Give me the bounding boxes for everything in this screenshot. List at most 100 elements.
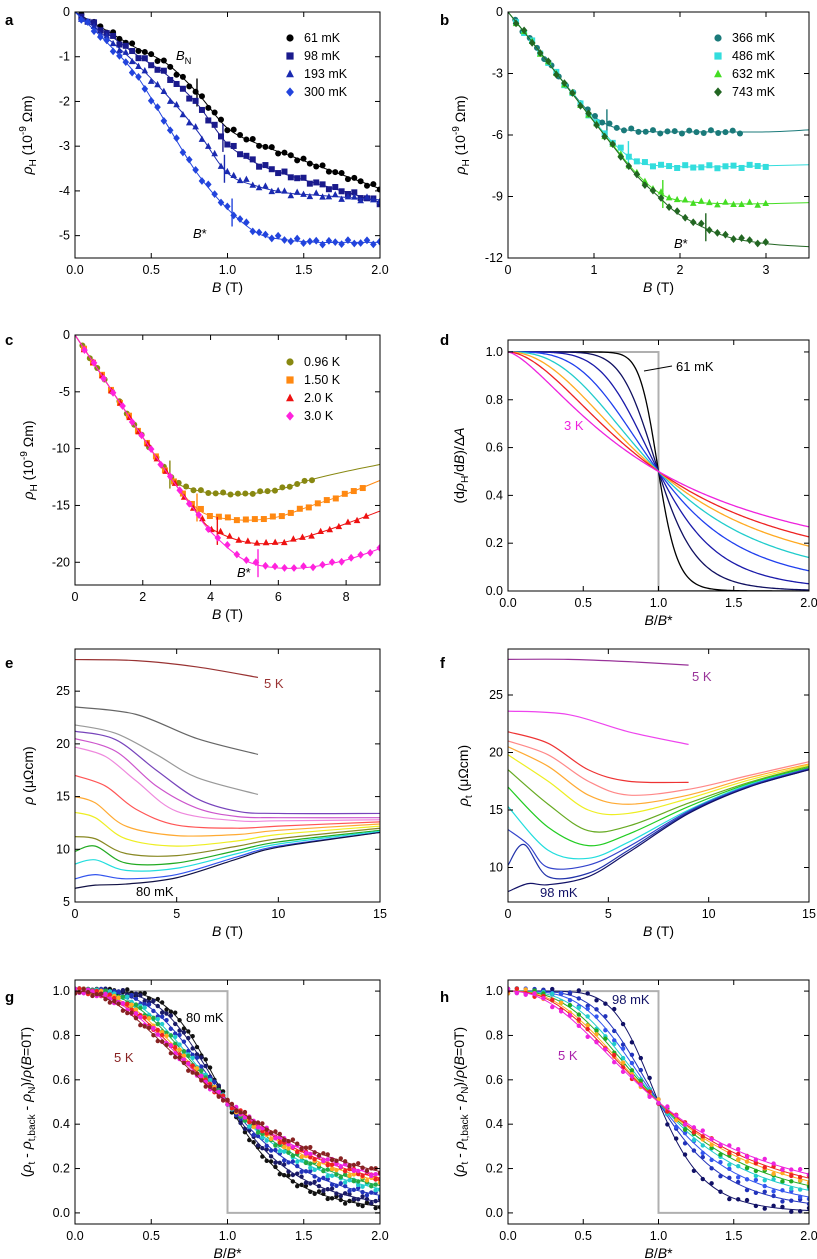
data-point — [306, 192, 314, 200]
data-point — [173, 1054, 178, 1060]
x-tick-label: 0.0 — [499, 596, 516, 610]
x-tick-label: 8 — [343, 590, 350, 604]
data-point — [146, 1016, 152, 1021]
x-tick-label: 10 — [702, 907, 716, 921]
data-point — [160, 87, 168, 94]
data-point — [357, 178, 364, 185]
data-point — [116, 41, 123, 48]
legend-marker — [286, 411, 294, 421]
data-point — [125, 987, 130, 992]
y-tick-label: 1.0 — [53, 984, 70, 998]
y-tick-label: -3 — [59, 139, 70, 153]
y-tick-label: 0.0 — [53, 1206, 70, 1220]
data-point — [338, 170, 345, 177]
data-point — [344, 236, 352, 245]
data-point — [229, 1101, 235, 1107]
data-point — [194, 1052, 200, 1057]
data-point — [532, 991, 537, 996]
y-tick-label: 0.4 — [486, 1117, 503, 1131]
data-point — [754, 201, 761, 208]
data-point — [116, 35, 123, 42]
y-axis-ticks: 0 -5 -10 -15 -20 — [52, 328, 380, 569]
data-point — [198, 106, 205, 113]
data-point — [242, 1109, 248, 1115]
data-point — [251, 1140, 256, 1145]
x-tick-label: 2.0 — [371, 263, 388, 277]
data-point — [186, 83, 193, 90]
data-point — [612, 1052, 617, 1058]
x-axis-label: B/B* — [644, 612, 673, 628]
panel-f: 0 5 10 15 10 15 20 25 f B (T) ρt (μΩcm) 5 K 98 mK — [440, 648, 816, 939]
curve-2.5-K — [508, 740, 809, 796]
data-point — [155, 1016, 160, 1022]
legend-label: 193 mK — [304, 67, 348, 81]
data-point — [373, 1187, 378, 1193]
data-point — [309, 563, 317, 572]
data-point — [256, 163, 263, 170]
data-point — [308, 1144, 313, 1150]
data-point — [797, 1167, 803, 1172]
data-point — [331, 238, 339, 247]
data-point — [722, 129, 729, 136]
data-point — [142, 1005, 147, 1010]
data-point — [514, 990, 520, 996]
data-point — [753, 1177, 759, 1183]
y-tick-label: -5 — [59, 229, 70, 243]
data-point — [243, 136, 250, 143]
data-point — [377, 1187, 380, 1192]
data-point — [316, 1153, 322, 1158]
curve-98-mK — [508, 769, 809, 893]
curve-3.5-K — [75, 724, 259, 796]
x-axis-label: B (T) — [643, 279, 674, 295]
data-point — [700, 1176, 705, 1182]
data-point — [690, 164, 697, 171]
data-point — [338, 557, 345, 566]
data-point — [217, 133, 224, 140]
data-point — [329, 1186, 335, 1191]
panel-letter: a — [5, 12, 14, 29]
data-point — [135, 47, 142, 54]
panel-g: 0.0 0.5 1.0 1.5 2.0 0.0 0.2 0.4 0.6 0.8 1.0 g B/B* (ρ… — [5, 979, 389, 1259]
data-point — [243, 218, 250, 227]
data-point — [203, 1063, 208, 1069]
data-point — [641, 159, 648, 166]
data-point — [362, 512, 370, 519]
y-tick-label: 0 — [63, 5, 70, 19]
data-point — [797, 1187, 803, 1192]
data-point — [287, 237, 295, 246]
y-tick-label: 0.8 — [53, 1028, 70, 1042]
data-point — [312, 1179, 317, 1185]
data-point — [612, 1041, 617, 1047]
data-point — [735, 1151, 741, 1157]
data-point — [91, 19, 98, 26]
data-point — [160, 57, 167, 64]
data-point — [216, 1089, 221, 1095]
data-point — [735, 1163, 741, 1169]
data-point — [789, 1198, 794, 1203]
data-point — [576, 996, 582, 1001]
data-point — [706, 198, 713, 206]
data-point — [806, 1180, 809, 1186]
data-point — [151, 1025, 156, 1031]
y-axis-label: (dρH/dB)/ΔA — [451, 427, 471, 503]
data-point — [286, 1160, 291, 1165]
curve-0.45-K — [508, 768, 809, 860]
data-point — [249, 490, 256, 497]
legend-marker — [286, 393, 294, 402]
data-point — [625, 162, 633, 171]
data-point — [190, 1070, 195, 1075]
data-point — [260, 1121, 265, 1126]
data-point — [122, 58, 130, 67]
data-point — [789, 1186, 794, 1191]
data-point — [325, 1196, 330, 1202]
data-point — [211, 121, 218, 128]
data-point — [334, 1191, 339, 1196]
y-axis-label: ρ (μΩcm) — [20, 746, 36, 805]
data-point — [342, 1191, 348, 1196]
data-point — [195, 510, 203, 519]
data-point — [168, 1013, 174, 1018]
data-point — [753, 1190, 759, 1196]
data-point — [229, 1106, 235, 1111]
data-point — [122, 42, 129, 49]
